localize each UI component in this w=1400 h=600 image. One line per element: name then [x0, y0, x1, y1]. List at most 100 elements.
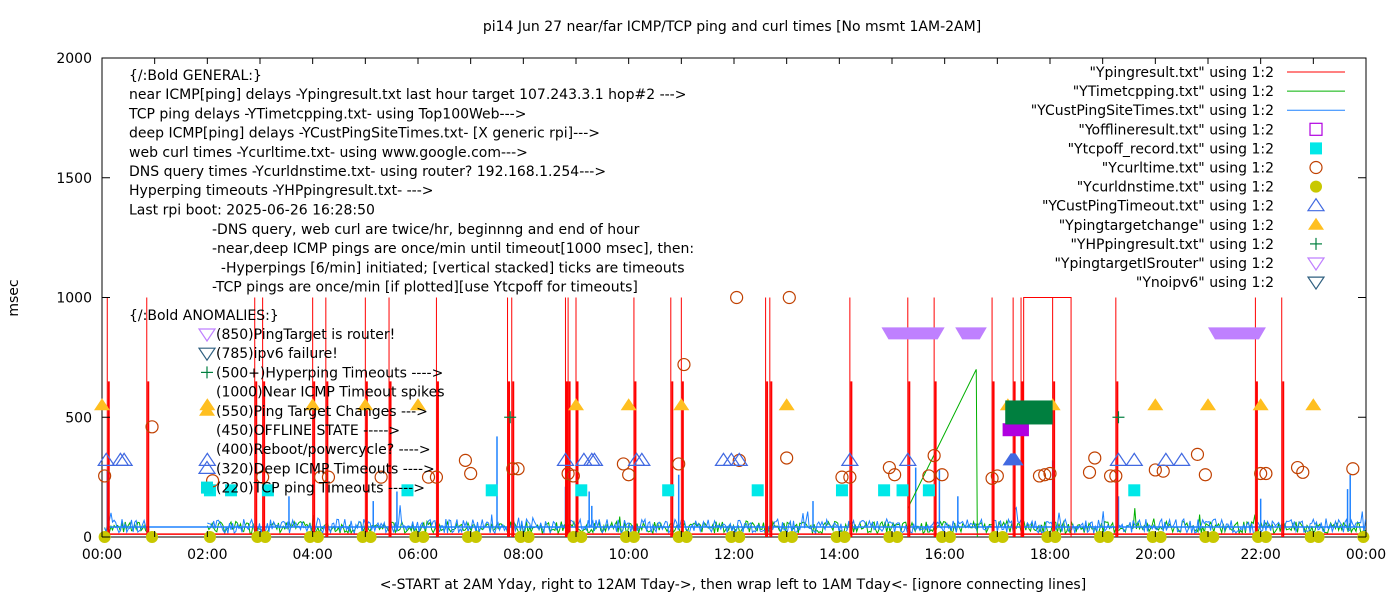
ping-target-router-cluster — [955, 327, 987, 340]
dns-query-point — [1049, 531, 1062, 543]
y-tick-label: 1500 — [56, 171, 92, 187]
dns-query-point — [575, 531, 588, 543]
ping-target-change-point — [1147, 398, 1164, 411]
tcp-timeout-point — [485, 484, 498, 497]
tcp-timeout-point — [575, 484, 588, 497]
anomaly-label: (400)Reboot/powercycle? ----> — [216, 442, 431, 458]
curl-time-point — [506, 462, 520, 476]
x-tick-label: 10:00 — [608, 547, 648, 563]
general-note-line: web curl times -Ycurltime.txt- using www… — [129, 145, 528, 161]
ping-target-change-point — [620, 398, 637, 411]
ping-target-change-point — [199, 398, 216, 411]
dns-query-point — [1312, 531, 1325, 543]
x-tick-label: 18:00 — [1030, 547, 1070, 563]
legend-label: "YCustPingSiteTimes.txt" using 1:2 — [1031, 103, 1274, 119]
x-tick-label: 12:00 — [714, 547, 754, 563]
hyperping-timeout-point — [504, 411, 517, 424]
legend-label: "Ynoipv6" using 1:2 — [1136, 275, 1274, 291]
dns-query-point — [996, 531, 1009, 543]
legend-label: "Ypingtargetchange" using 1:2 — [1059, 218, 1274, 234]
curl-time-point — [1043, 466, 1057, 481]
tcp-timeout-point — [878, 484, 891, 497]
dns-query-point — [522, 531, 535, 543]
general-note-line: {/:Bold GENERAL:} — [129, 68, 262, 84]
legend: "Ypingresult.txt" using 1:2 "YTimetcpping… — [1031, 65, 1345, 291]
curl-time-point — [882, 460, 896, 475]
deep-icmp-timeout-point — [627, 452, 646, 466]
ping-target-router-cluster — [1208, 327, 1266, 340]
curl-time-point — [256, 470, 270, 484]
curl-time-point — [730, 290, 744, 305]
curl-time-point — [1290, 460, 1305, 475]
curl-time-point — [1148, 463, 1162, 477]
anomaly-label: (785)ipv6 failure! — [216, 346, 338, 362]
x-tick-label: 06:00 — [398, 547, 438, 563]
legend-label: "YCustPingTimeout.txt" using 1:2 — [1042, 199, 1274, 215]
deep-icmp-timeout-point — [730, 452, 749, 466]
legend-label: "Ypingresult.txt" using 1:2 — [1089, 65, 1274, 81]
ping-target-change-point — [673, 398, 690, 411]
legend-marker-swatch — [1309, 122, 1323, 136]
deep-icmp-timeout-point — [1109, 452, 1128, 466]
anomaly-marker — [199, 403, 215, 416]
curl-time-point — [1038, 468, 1052, 482]
curl-time-point — [622, 468, 636, 482]
dns-query-point — [733, 531, 746, 543]
anomaly-label: (320)Deep ICMP Timeouts ----> — [216, 461, 435, 477]
general-note-line: Last rpi boot: 2025-06-26 16:28:50 — [129, 202, 375, 218]
dns-query-point — [627, 531, 640, 543]
chart-title: pi14 Jun 27 near/far ICMP/TCP ping and c… — [483, 19, 981, 35]
tcp-timeout-point — [261, 484, 274, 497]
curl-time-point — [464, 466, 478, 481]
legend-label: "YHPpingresult.txt" using 1:2 — [1070, 237, 1274, 253]
ping-target-change-point — [1252, 398, 1269, 411]
legend-marker-swatch — [1306, 276, 1326, 291]
deep-icmp-timeout-point — [585, 452, 604, 466]
legend-marker-swatch — [1310, 142, 1322, 155]
tcp-timeout-point — [401, 484, 414, 497]
dns-query-point — [469, 531, 482, 543]
general-detail-line: -near,deep ICMP pings are once/min until… — [212, 241, 694, 257]
curl-time-point — [927, 448, 941, 463]
curl-time-point — [1190, 447, 1205, 461]
offline-state-block — [1002, 423, 1029, 437]
dns-query-point — [838, 531, 851, 543]
dns-query-point — [417, 531, 430, 543]
legend-label: "Ycurltime.txt" using 1:2 — [1102, 161, 1274, 177]
x-tick-label: 00:00 — [82, 547, 122, 563]
legend-label: "Ycurldnstime.txt" using 1:2 — [1077, 180, 1274, 196]
curl-time-point — [1156, 464, 1170, 478]
anomaly-marker — [197, 347, 217, 362]
general-note-line: DNS query times -Ycurldnstime.txt- using… — [129, 164, 606, 180]
x-tick-label: 02:00 — [187, 547, 227, 563]
y-tick-label: 2000 — [56, 51, 92, 67]
y-tick-label: 500 — [65, 410, 92, 426]
deep-icmp-timeout-point — [114, 452, 134, 466]
general-detail-line: -TCP pings are once/min [if plotted][use… — [212, 280, 638, 296]
anomaly-marker — [197, 328, 217, 343]
curl-time-point — [1032, 469, 1047, 483]
y-tick-label: 1000 — [56, 291, 92, 307]
ping-target-change-point — [1305, 398, 1322, 411]
tcp-timeout-point — [751, 484, 764, 497]
legend-label: "Ytcpoff_record.txt" using 1:2 — [1068, 141, 1274, 157]
dns-query-point — [311, 531, 324, 543]
ping-target-change-point — [357, 398, 374, 411]
x-tick-label: 14:00 — [819, 547, 859, 563]
curl-time-point — [511, 462, 525, 476]
curl-time-point — [672, 457, 686, 471]
x-axis-label: <-START at 2AM Yday, right to 12AM Tday-… — [380, 577, 1086, 593]
dns-query-point — [1259, 531, 1272, 543]
tcp-ping-wrap-line — [907, 369, 978, 538]
x-tick-label: 08:00 — [503, 547, 543, 563]
deep-icmp-timeout-point — [582, 452, 601, 466]
deep-icmp-timeout-point — [97, 452, 116, 466]
ping-target-change-point — [778, 398, 795, 411]
legend-label: "YTimetcpping.txt" using 1:2 — [1073, 84, 1274, 100]
general-note-line: Hyperping timeouts -YHPpingresult.txt- -… — [129, 183, 434, 199]
curl-time-point — [835, 470, 849, 484]
deep-icmp-timeout-point — [714, 452, 733, 466]
curl-time-point — [566, 469, 580, 483]
dns-query-point — [1154, 531, 1167, 543]
